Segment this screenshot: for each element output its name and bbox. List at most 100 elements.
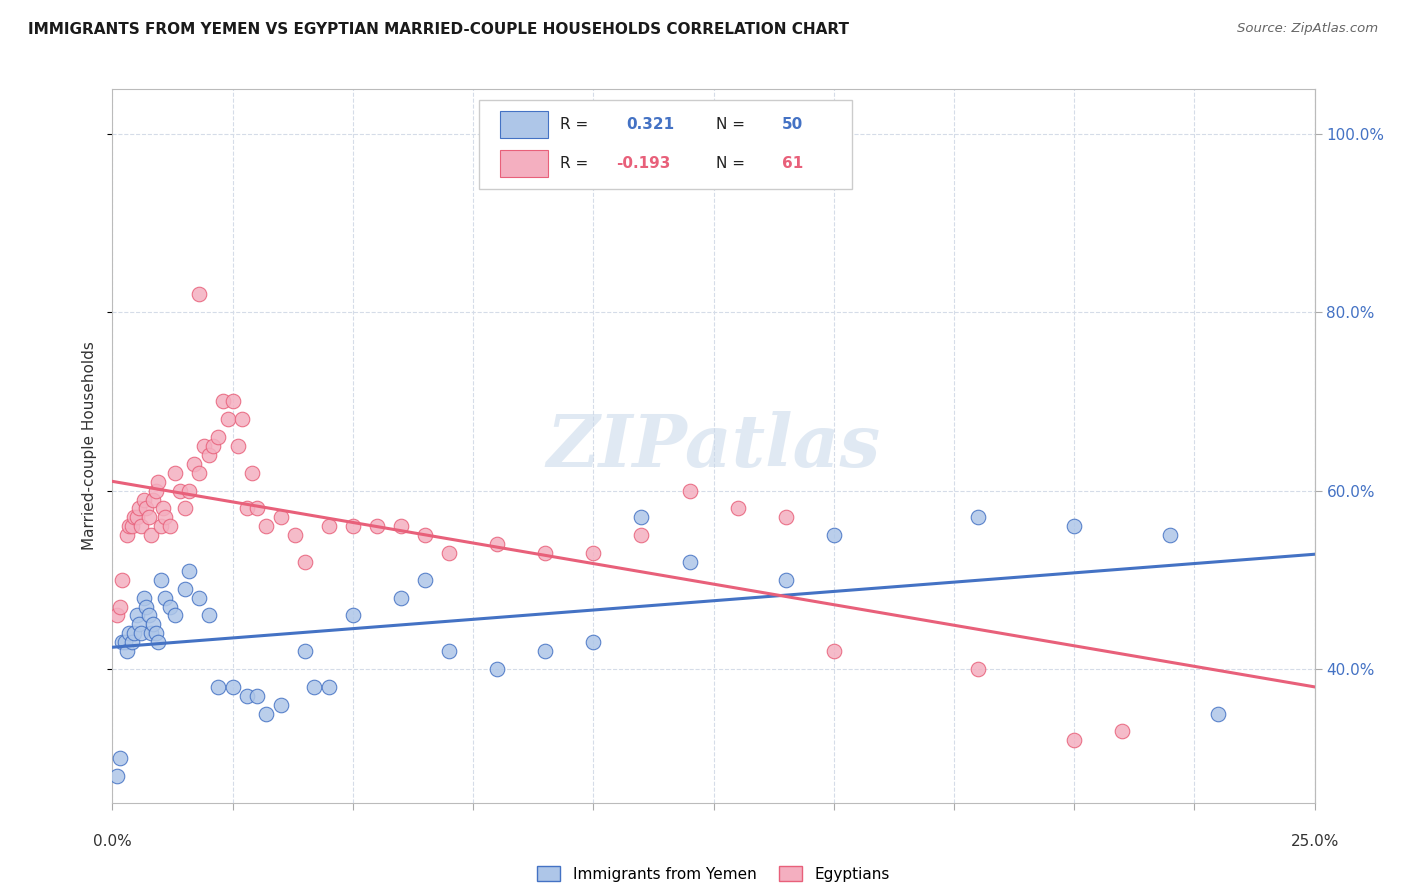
Point	[236, 501, 259, 516]
Point	[217, 412, 239, 426]
Point	[678, 483, 700, 498]
Point	[146, 635, 169, 649]
Point	[294, 644, 316, 658]
Text: 0.321: 0.321	[626, 117, 673, 132]
Point	[197, 448, 219, 462]
Point	[197, 608, 219, 623]
Point	[111, 573, 134, 587]
Point	[121, 519, 143, 533]
Point	[115, 528, 138, 542]
Point	[413, 573, 436, 587]
Point	[366, 519, 388, 533]
Point	[437, 644, 460, 658]
Point	[114, 635, 136, 649]
Text: 0.0%: 0.0%	[93, 834, 132, 849]
Point	[246, 501, 269, 516]
Point	[342, 519, 364, 533]
Point	[342, 608, 364, 623]
Y-axis label: Married-couple Households: Married-couple Households	[82, 342, 97, 550]
Text: 25.0%: 25.0%	[1291, 834, 1339, 849]
Bar	[499, 111, 548, 137]
Point	[115, 644, 138, 658]
Point	[236, 689, 259, 703]
Point	[582, 546, 605, 560]
Point	[534, 644, 557, 658]
Point	[179, 564, 201, 578]
Point	[389, 519, 412, 533]
Point	[142, 617, 165, 632]
Point	[188, 287, 211, 301]
Point	[135, 501, 157, 516]
Point	[105, 769, 128, 783]
Point	[139, 626, 162, 640]
Point	[823, 528, 845, 542]
Point	[437, 546, 460, 560]
Point	[149, 519, 172, 533]
Point	[163, 466, 186, 480]
Point	[534, 546, 557, 560]
Point	[486, 662, 509, 676]
Point	[486, 537, 509, 551]
Point	[159, 599, 181, 614]
Point	[163, 608, 186, 623]
Point	[139, 528, 162, 542]
Text: R =: R =	[560, 156, 593, 171]
Point	[967, 662, 990, 676]
Point	[188, 591, 211, 605]
Point	[212, 394, 235, 409]
Point	[207, 680, 229, 694]
Point	[155, 591, 177, 605]
Point	[582, 635, 605, 649]
Point	[159, 519, 181, 533]
Point	[138, 510, 160, 524]
Point	[1208, 706, 1230, 721]
Point	[145, 483, 167, 498]
Point	[222, 680, 245, 694]
Point	[135, 599, 157, 614]
Point	[125, 510, 148, 524]
Text: N =: N =	[716, 117, 749, 132]
Point	[202, 439, 225, 453]
Point	[222, 394, 245, 409]
Text: ZIPatlas: ZIPatlas	[547, 410, 880, 482]
Point	[142, 492, 165, 507]
Text: -0.193: -0.193	[616, 156, 671, 171]
Point	[240, 466, 263, 480]
Point	[270, 510, 292, 524]
Point	[173, 501, 195, 516]
Point	[188, 466, 211, 480]
Point	[254, 519, 277, 533]
Point	[967, 510, 990, 524]
Point	[226, 439, 249, 453]
Point	[149, 573, 172, 587]
Point	[169, 483, 191, 498]
Point	[270, 698, 292, 712]
Point	[1063, 733, 1085, 747]
Text: R =: R =	[560, 117, 593, 132]
Point	[678, 555, 700, 569]
Point	[152, 501, 174, 516]
Text: 61: 61	[782, 156, 803, 171]
Point	[775, 573, 797, 587]
Point	[630, 528, 652, 542]
Point	[284, 528, 307, 542]
Point	[138, 608, 160, 623]
Point	[111, 635, 134, 649]
Point	[1111, 724, 1133, 739]
Point	[193, 439, 215, 453]
Point	[122, 510, 145, 524]
Point	[121, 635, 143, 649]
Point	[823, 644, 845, 658]
Point	[131, 626, 153, 640]
Point	[207, 430, 229, 444]
Point	[294, 555, 316, 569]
Point	[304, 680, 326, 694]
Point	[1159, 528, 1181, 542]
Point	[132, 492, 155, 507]
Point	[132, 591, 155, 605]
Point	[145, 626, 167, 640]
Point	[630, 510, 652, 524]
Text: IMMIGRANTS FROM YEMEN VS EGYPTIAN MARRIED-COUPLE HOUSEHOLDS CORRELATION CHART: IMMIGRANTS FROM YEMEN VS EGYPTIAN MARRIE…	[28, 22, 849, 37]
Point	[179, 483, 201, 498]
Point	[108, 599, 131, 614]
